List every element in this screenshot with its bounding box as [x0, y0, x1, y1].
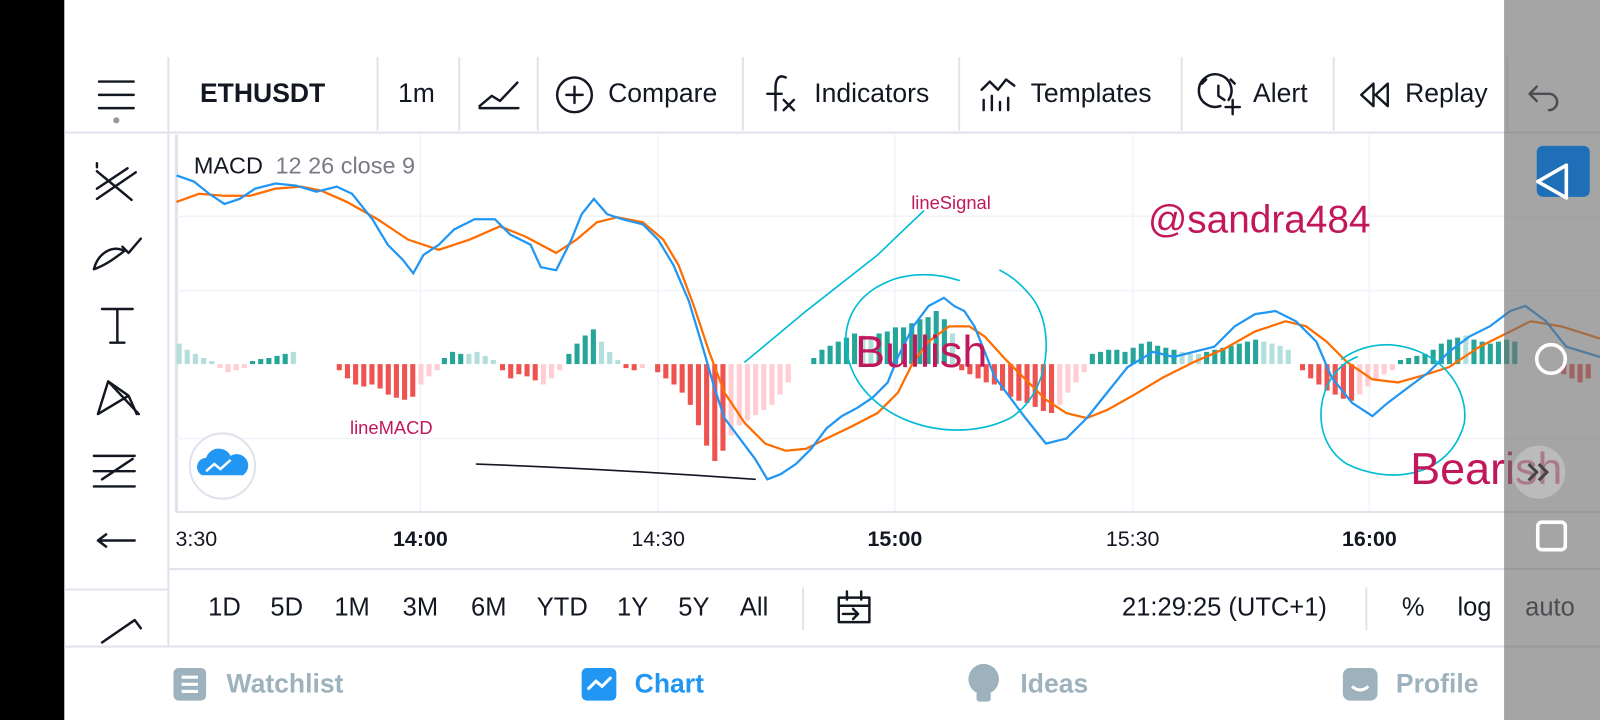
top-toolbar: ETHUSDT 1m Compare Indicators Templates …	[64, 57, 1600, 647]
system-overlay	[1504, 0, 1600, 720]
templates-icon	[980, 78, 1016, 112]
back-button[interactable]	[1535, 163, 1569, 200]
home-button[interactable]	[1534, 342, 1568, 376]
annotation: Bullish	[855, 326, 987, 377]
range-button[interactable]: 5D	[270, 594, 303, 622]
annotation: lineMACD	[350, 417, 433, 438]
menu-button[interactable]	[97, 80, 135, 124]
nav-watchlist[interactable]: Watchlist	[173, 667, 344, 701]
nav-label: Profile	[1396, 668, 1479, 698]
ruler-tool[interactable]	[100, 618, 143, 644]
compare-button[interactable]: Compare	[555, 76, 717, 114]
replay-icon	[1360, 82, 1389, 108]
drawn-circle	[1320, 343, 1466, 476]
button-label: Alert	[1253, 78, 1308, 108]
nav-icon	[976, 691, 991, 702]
nav-label: Watchlist	[227, 668, 344, 698]
range-button[interactable]: YTD	[537, 594, 588, 622]
alert-button[interactable]: Alert	[1197, 73, 1308, 116]
time-axis: 3:30 14:00 14:30 15:00 15:30 16:00	[169, 510, 1600, 571]
indicators-icon	[766, 75, 796, 112]
time-label: 14:30	[631, 527, 685, 551]
chart-pane: MACD 12 26 close 9 lineSignal @sandra484…	[169, 134, 1600, 512]
nav-ideas[interactable]: Ideas	[968, 663, 1088, 702]
menu-dot	[113, 117, 120, 124]
time-label: 15:00	[868, 527, 923, 551]
drawn-underline	[475, 463, 756, 481]
nav-label: Chart	[635, 668, 704, 698]
range-button[interactable]: 3M	[403, 594, 438, 622]
range-button[interactable]: All	[740, 594, 768, 622]
replay-button[interactable]: Replay	[1360, 78, 1488, 108]
drawn-circle	[845, 269, 1047, 431]
time-label: 16:00	[1342, 527, 1397, 551]
nav-icon	[1351, 685, 1370, 692]
interval[interactable]: 1m	[398, 78, 435, 108]
nav-label: Ideas	[1020, 668, 1088, 698]
button-label: Compare	[608, 78, 717, 108]
nav-icon	[586, 676, 613, 691]
nav-chart[interactable]: Chart	[581, 667, 704, 701]
chart-type-icon[interactable]	[478, 81, 520, 110]
menu-icon	[97, 80, 135, 110]
button-label: Replay	[1405, 78, 1488, 108]
compare-icon	[565, 85, 584, 105]
range-button[interactable]: 1Y	[617, 594, 648, 622]
symbol[interactable]: ETHUSDT	[200, 78, 325, 108]
fib-tool[interactable]	[92, 454, 136, 488]
time-label: 15:30	[1106, 527, 1160, 551]
clock: 21:29:25 (UTC+1)	[1122, 594, 1327, 622]
scale-option[interactable]: log	[1457, 594, 1491, 622]
alert-icon	[1197, 73, 1242, 116]
screenshot-button[interactable]	[1536, 145, 1590, 197]
annotation: lineSignal	[911, 192, 991, 213]
logo-badge[interactable]	[188, 432, 257, 500]
logo-line	[205, 458, 232, 473]
left-bezel	[0, 0, 65, 720]
time-label: 14:00	[393, 527, 448, 551]
bottom-nav: Watchlist Chart Ideas Profile	[173, 663, 1479, 702]
text-tool[interactable]	[100, 307, 134, 344]
indicator-params: 12 26 close 9	[276, 152, 416, 178]
indicators-button[interactable]: Indicators	[766, 75, 929, 112]
range-button[interactable]: 6M	[471, 594, 506, 622]
back-tool[interactable]	[96, 533, 136, 548]
range-button[interactable]: 1D	[208, 594, 241, 622]
nav-icon	[968, 663, 999, 695]
signal-line	[176, 185, 1600, 452]
recents-button[interactable]	[1535, 520, 1568, 552]
templates-button[interactable]: Templates	[980, 78, 1152, 112]
grid	[176, 134, 1600, 512]
nav-icon	[181, 675, 198, 693]
button-label: Templates	[1031, 78, 1152, 108]
drawn-line	[744, 210, 925, 363]
compare-icon	[555, 76, 594, 114]
pane-background	[169, 134, 1600, 512]
brush-tool[interactable]	[92, 237, 143, 271]
watermark: @sandra484	[1148, 199, 1371, 242]
trend-tool[interactable]	[95, 161, 137, 202]
nav-profile[interactable]: Profile	[1342, 667, 1479, 701]
range-button[interactable]: 1M	[334, 594, 369, 622]
overlay-panel	[1504, 0, 1600, 720]
indicator-name: MACD	[194, 152, 263, 178]
expand-icon	[1527, 462, 1550, 482]
scale-option[interactable]: %	[1402, 594, 1425, 622]
drawing-toolbar	[64, 161, 169, 644]
drawings	[475, 210, 1466, 481]
pattern-tool[interactable]	[96, 380, 140, 416]
nav-icon	[1342, 667, 1378, 701]
time-label: 3:30	[176, 527, 218, 551]
range-button[interactable]: 5Y	[678, 594, 709, 622]
macd-line	[176, 174, 1600, 481]
button-label: Indicators	[814, 78, 929, 108]
goto-date-icon[interactable]	[837, 590, 871, 624]
